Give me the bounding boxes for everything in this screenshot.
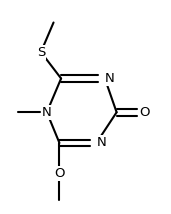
Text: O: O [139,106,150,119]
Text: N: N [96,136,106,149]
Text: N: N [105,72,115,85]
Text: S: S [37,46,45,59]
Text: O: O [54,167,65,180]
Text: N: N [42,106,52,119]
